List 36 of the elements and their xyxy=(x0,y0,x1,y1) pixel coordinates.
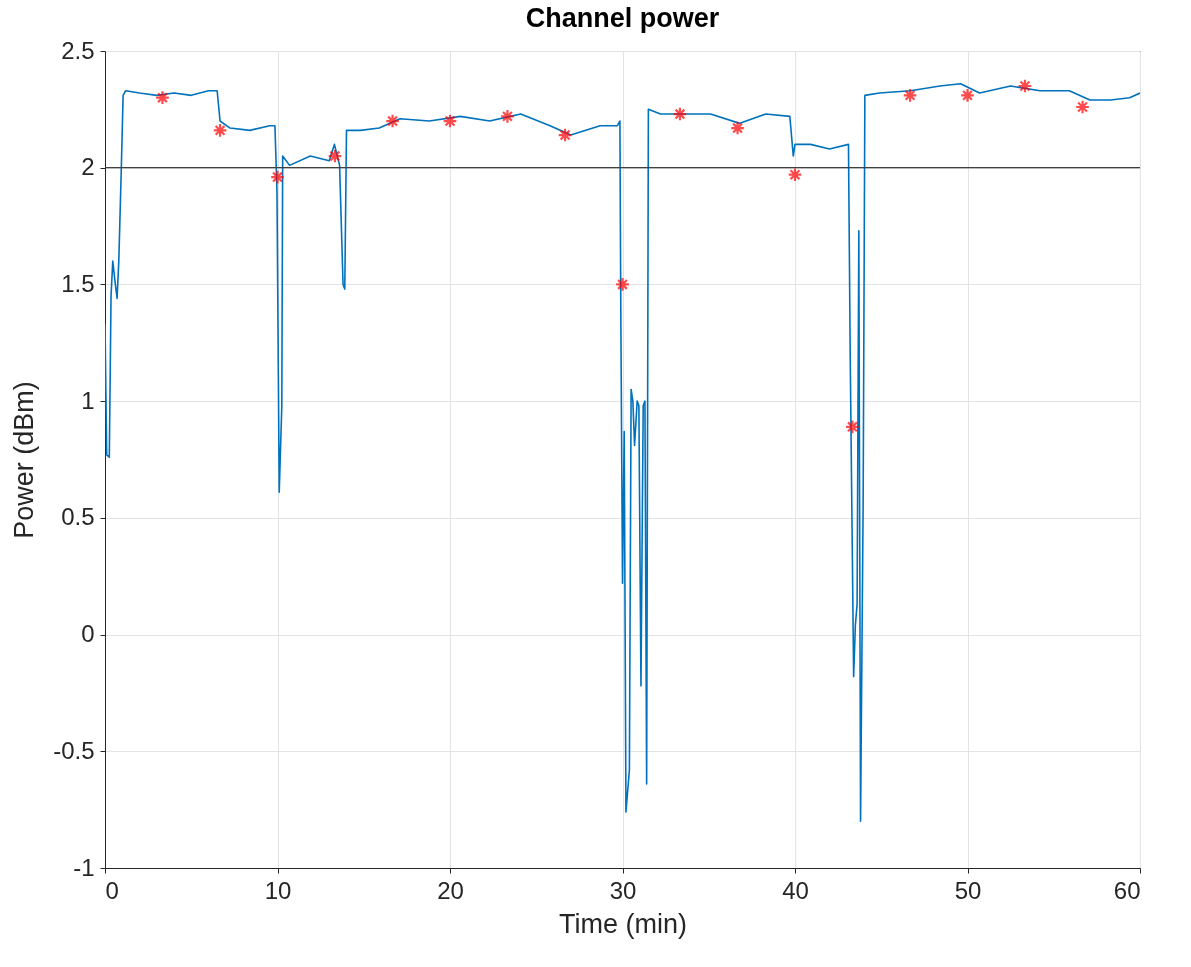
y-tick-label: 0.5 xyxy=(61,503,95,531)
x-axis-title: Time (min) xyxy=(559,908,687,939)
point xyxy=(500,108,515,124)
point xyxy=(557,127,573,143)
y-tick-label: 2 xyxy=(81,153,95,181)
x-tick-label: 10 xyxy=(264,876,292,904)
y-tick-label: -1 xyxy=(73,853,95,881)
point xyxy=(327,148,343,164)
chart-title: Channel power xyxy=(525,3,720,33)
x-tick-label: 60 xyxy=(1113,876,1141,904)
x-tick-label: 20 xyxy=(437,876,464,904)
point xyxy=(155,90,170,106)
point xyxy=(212,122,228,138)
point xyxy=(730,120,745,136)
y-axis-title: Power (dBm) xyxy=(9,381,40,539)
point xyxy=(1075,99,1090,115)
x-tick-label: 0 xyxy=(105,876,119,904)
point xyxy=(902,87,918,103)
point xyxy=(787,167,803,183)
point xyxy=(270,169,285,185)
line-series xyxy=(105,82,1140,823)
y-tick-label: 1.5 xyxy=(61,269,95,297)
y-tick-label: 2.5 xyxy=(61,36,95,64)
point xyxy=(615,277,630,292)
y-tick-label: 1 xyxy=(81,386,95,414)
point xyxy=(672,106,688,122)
y-tick-label: 0 xyxy=(81,620,95,648)
y-tick-label: -0.5 xyxy=(53,736,95,764)
x-tick-label: 30 xyxy=(609,876,637,904)
x-tick-label: 50 xyxy=(954,876,982,904)
point xyxy=(385,113,400,129)
point xyxy=(845,419,860,435)
x-tick-label: 40 xyxy=(782,876,809,904)
point xyxy=(960,87,975,103)
point xyxy=(442,113,458,129)
point xyxy=(1017,78,1033,94)
